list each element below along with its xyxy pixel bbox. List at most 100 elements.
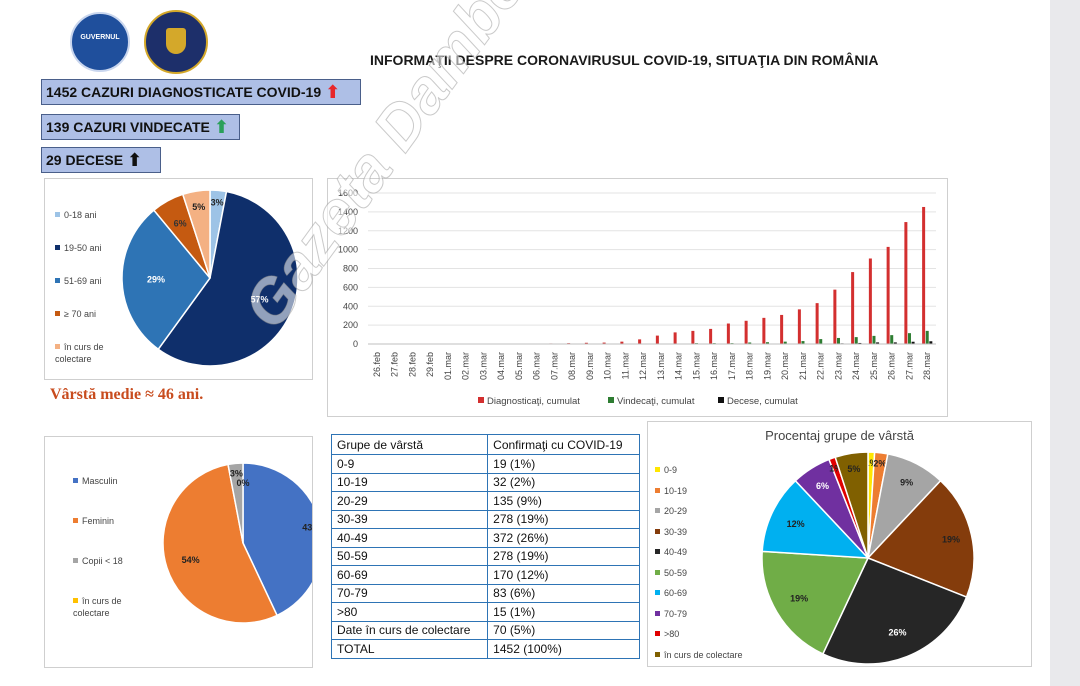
bar-recovered [872, 335, 876, 344]
legend-swatch [73, 558, 78, 563]
y-tick-label: 1400 [338, 207, 358, 217]
bar-recovered [801, 341, 805, 344]
legend-swatch [55, 278, 60, 283]
diagnosed-cases-badge: 1452 CAZURI DIAGNOSTICATE COVID-19 ⬆ [41, 79, 361, 105]
y-tick-label: 200 [343, 320, 358, 330]
sex-pie-slice [162, 463, 279, 624]
x-tick-label: 08.mar [567, 352, 577, 380]
table-cell: >80 [330, 602, 489, 622]
bar-diagnosed [815, 303, 819, 344]
x-tick-label: 18.mar [745, 352, 755, 380]
x-tick-label: 24.mar [851, 352, 861, 380]
x-tick-label: 15.mar [691, 352, 701, 380]
infographic-page: GUVERNUL INFORMAŢII DESPRE CORONAVIRUSUL… [0, 0, 1050, 686]
legend-label: 19-50 ani [64, 243, 102, 253]
bar-deaths [929, 341, 933, 344]
table-cell: 32 (2%) [487, 472, 640, 492]
legend-label: 60-69 [664, 588, 688, 598]
legend-swatch [73, 598, 78, 603]
x-tick-label: 23.mar [833, 352, 843, 380]
x-tick-label: 17.mar [727, 352, 737, 380]
legend-swatch [655, 508, 660, 513]
legend-swatch [655, 467, 660, 472]
table-cell: 170 (12%) [487, 565, 640, 585]
x-tick-label: 29.feb [425, 352, 435, 377]
bar-recovered [925, 330, 929, 344]
table-cell: TOTAL [330, 639, 489, 659]
age-pie-data-label: 6% [174, 219, 187, 229]
legend-label: Masculin [82, 476, 118, 486]
bar-diagnosed [833, 289, 837, 344]
arrow-up-black-icon: ⬆ [127, 150, 143, 170]
pct-pie-data-label: 26% [888, 627, 906, 637]
x-tick-label: 04.mar [496, 352, 506, 380]
legend-swatch [718, 397, 724, 403]
y-tick-label: 1000 [338, 245, 358, 255]
pct-pie-data-label: 19% [790, 594, 808, 604]
bar-diagnosed [638, 339, 642, 344]
bar-recovered [907, 333, 911, 344]
table-cell: Date în curs de colectare [330, 620, 489, 640]
legend-label: 0-9 [664, 465, 678, 475]
table-cell: 15 (1%) [487, 602, 640, 622]
x-tick-label: 27.mar [904, 352, 914, 380]
table-row: 10-19 32 (2%) [330, 472, 640, 492]
x-tick-label: 26.mar [887, 352, 897, 380]
x-tick-label: 28.mar [922, 352, 932, 380]
recovered-cases-badge: 139 CAZURI VINDECATE ⬆ [41, 114, 240, 140]
bar-diagnosed [655, 335, 659, 344]
bar-diagnosed [602, 342, 606, 344]
bar-diagnosed [709, 328, 713, 344]
x-tick-label: 14.mar [674, 352, 684, 380]
table-cell: 135 (9%) [487, 491, 640, 511]
bar-recovered [748, 342, 752, 344]
legend-label: Decese, cumulat [727, 396, 798, 407]
table-row: 40-49 372 (26%) [330, 528, 640, 548]
bar-deaths [858, 342, 862, 344]
legend-entry: 70-79 [655, 608, 750, 620]
sex-pie-data-label: 3% [230, 468, 243, 478]
x-tick-label: 11.mar [620, 352, 630, 379]
legend-label: 70-79 [664, 608, 688, 619]
bar-diagnosed [851, 272, 855, 344]
table-row: >80 15 (1%) [330, 602, 640, 622]
legend-entry: 20-29 [655, 505, 750, 517]
age-pie-slice [181, 189, 211, 279]
diagnosed-cases-label: 1452 CAZURI DIAGNOSTICATE COVID-19 [46, 84, 322, 100]
cumulative-cases-chart: 0 200 400 600 800 1000 1200 1400 1600 26.feb 27.fe… [327, 178, 948, 417]
age-pie-data-label: 29% [147, 275, 165, 285]
bar-deaths [893, 342, 897, 344]
cumulative-bar-svg: 0 200 400 600 800 1000 1200 1400 1600 26.feb 27.fe… [338, 188, 936, 407]
y-tick-label: 400 [343, 301, 358, 311]
pct-pie-data-label: 5% [847, 464, 860, 474]
page-title: INFORMAŢII DESPRE CORONAVIRUSUL COVID-19… [370, 52, 879, 68]
legend-entry: 40-49 [655, 546, 750, 558]
ministry-seal-logo [144, 10, 208, 74]
bar-recovered [890, 335, 894, 344]
table-row: 20-29 135 (9%) [330, 491, 640, 511]
x-tick-label: 16.mar [709, 352, 719, 380]
legend-swatch [655, 590, 660, 595]
age-pie-slice [157, 190, 299, 367]
pct-pie-data-label: 19% [942, 534, 960, 544]
bar-diagnosed [868, 258, 872, 344]
legend-entry: 60-69 [655, 587, 750, 599]
legend-swatch [73, 518, 78, 523]
bar-recovered [819, 339, 823, 344]
legend-label: în curs de colectare [73, 596, 122, 618]
legend-label: 50-59 [664, 567, 688, 578]
table-header-row: Grupe de vârstă Confirmaţi cu COVID-19 [330, 434, 640, 455]
pct-pie-slice [834, 451, 869, 559]
x-tick-label: 03.mar [478, 352, 488, 380]
legend-label: 30-39 [664, 526, 688, 537]
sex-distribution-chart: Masculin Feminin Copii < 18 în curs de cole… [44, 436, 324, 668]
bar-diagnosed [904, 222, 908, 344]
table-cell: 60-69 [330, 565, 489, 585]
legend-label: 10-19 [664, 485, 688, 496]
x-tick-label: 13.mar [656, 352, 666, 380]
table-row: TOTAL 1452 (100%) [330, 639, 640, 659]
table-cell: 10-19 [330, 472, 489, 492]
legend-entry: Feminin [73, 515, 143, 527]
legend-entry: 51-69 ani [55, 275, 119, 287]
x-tick-label: 22.mar [816, 352, 826, 380]
